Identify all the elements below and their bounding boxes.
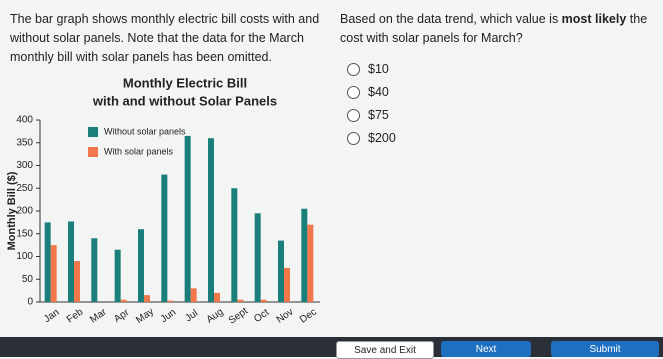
- y-axis-label: Monthly Bill ($): [6, 171, 18, 250]
- bar: [68, 221, 74, 302]
- x-tick-label: Dec: [298, 307, 319, 326]
- bar: [307, 224, 314, 302]
- y-tick-label: 100: [16, 251, 33, 262]
- option-label: $75: [368, 108, 389, 122]
- x-tick-label: Jan: [42, 307, 62, 325]
- answer-option[interactable]: $10: [347, 62, 389, 76]
- bar: [50, 245, 57, 302]
- y-tick-label: 200: [16, 206, 33, 217]
- x-tick-label: Feb: [65, 306, 86, 325]
- bar: [237, 299, 244, 302]
- bar: [260, 299, 267, 302]
- bar: [278, 240, 284, 302]
- bar: [214, 292, 220, 302]
- save-exit-button[interactable]: Save and Exit: [336, 341, 434, 359]
- y-tick-label: 50: [22, 274, 34, 285]
- radio-button[interactable]: [347, 85, 360, 99]
- x-tick-label: Sept: [227, 306, 250, 327]
- y-tick-label: 350: [16, 137, 33, 148]
- bar: [284, 267, 290, 302]
- question-emphasis: most likely: [561, 12, 627, 26]
- legend-label: Without solar panels: [104, 126, 186, 136]
- bar: [120, 299, 127, 302]
- bar: [167, 300, 174, 302]
- y-tick-label: 250: [16, 183, 33, 194]
- legend-swatch: [88, 127, 98, 137]
- bar: [91, 238, 98, 302]
- x-tick-label: Aug: [205, 307, 226, 326]
- x-tick-label: Mar: [88, 306, 109, 325]
- y-tick-label: 400: [16, 115, 33, 126]
- option-label: $40: [368, 85, 389, 99]
- chart: Monthly Electric Bill with and without S…: [6, 75, 320, 327]
- x-tick-label: Apr: [112, 307, 132, 325]
- intro-text: The bar graph shows monthly electric bil…: [10, 12, 320, 64]
- radio-button[interactable]: [347, 62, 360, 76]
- x-tick-label: May: [134, 306, 156, 326]
- radio-button[interactable]: [347, 108, 360, 122]
- bar: [254, 213, 261, 302]
- question-text: Based on the data trend, which value is: [340, 12, 562, 26]
- option-label: $10: [368, 62, 389, 76]
- legend-label: With solar panels: [104, 146, 174, 156]
- bar: [208, 138, 214, 302]
- bar: [184, 135, 191, 302]
- bar: [301, 208, 308, 302]
- question: Based on the data trend, which value is …: [340, 10, 658, 48]
- bar: [44, 222, 51, 302]
- x-tick-label: Oct: [252, 307, 271, 325]
- y-tick-label: 150: [16, 228, 33, 239]
- answer-option[interactable]: $40: [347, 85, 389, 99]
- submit-button[interactable]: Submit: [551, 341, 659, 357]
- y-tick-label: 300: [16, 160, 33, 171]
- bar: [74, 261, 80, 302]
- x-tick-label: Nov: [275, 307, 296, 326]
- bar: [138, 229, 144, 302]
- y-tick-label: 0: [27, 297, 33, 308]
- option-label: $200: [368, 131, 396, 145]
- radio-button[interactable]: [347, 131, 360, 145]
- x-tick-label: Jul: [183, 308, 200, 324]
- next-button[interactable]: Next: [441, 341, 531, 357]
- legend-swatch: [88, 147, 98, 157]
- x-tick-label: Jun: [159, 307, 179, 325]
- chart-title: Monthly Electric Bill: [123, 75, 247, 90]
- bar: [161, 174, 168, 302]
- bar: [231, 188, 238, 302]
- question-text: the cost with solar panels for March?: [340, 12, 648, 45]
- bar: [144, 295, 150, 302]
- bar: [190, 288, 197, 302]
- bar: [114, 249, 121, 302]
- answer-option[interactable]: $75: [347, 108, 389, 122]
- answer-option[interactable]: $200: [347, 131, 396, 145]
- chart-title: with and without Solar Panels: [92, 93, 277, 108]
